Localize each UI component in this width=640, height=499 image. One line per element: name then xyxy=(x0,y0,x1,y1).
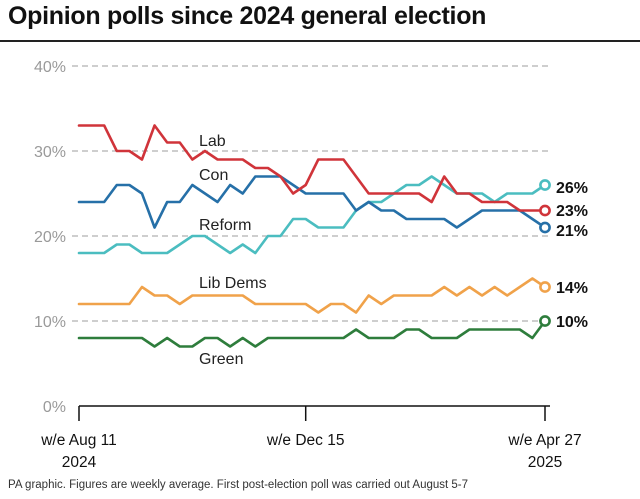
end-value-label-green: 10% xyxy=(556,314,588,331)
end-marker-lab xyxy=(539,204,551,217)
end-value-label-reform: 26% xyxy=(556,180,588,197)
series-lines xyxy=(77,124,547,348)
x-tick-label-year: 2025 xyxy=(528,454,562,471)
end-value-label-lib-dems: 14% xyxy=(556,280,588,297)
end-value-label-lab: 23% xyxy=(556,203,588,220)
title-divider xyxy=(0,40,640,42)
x-tick-label-year: 2024 xyxy=(62,454,97,471)
x-tick-label: w/e Dec 15 xyxy=(266,432,345,449)
x-axis: w/e Aug 11 2024 w/e Dec 15 w/e Apr 27 2025 xyxy=(40,405,582,471)
end-marker-con xyxy=(539,221,551,234)
end-marker-lib-dems xyxy=(539,281,551,293)
y-axis-tick-labels: 0% 10% 20% 30% 40% xyxy=(34,59,66,416)
y-tick-label: 40% xyxy=(34,59,66,76)
y-tick-label: 10% xyxy=(34,314,66,331)
series-name-label-lab: Lab xyxy=(199,133,226,150)
series-name-label-lib-dems: Lib Dems xyxy=(199,275,267,292)
end-marker-reform xyxy=(539,179,551,191)
series-name-label-green: Green xyxy=(199,351,243,368)
series-name-label-reform: Reform xyxy=(199,217,251,234)
y-tick-label: 0% xyxy=(43,399,66,416)
end-value-label-con: 21% xyxy=(556,223,588,240)
end-marker-green xyxy=(539,315,551,327)
x-tick-label: w/e Apr 27 xyxy=(507,432,581,449)
series-line-con xyxy=(77,175,547,229)
series-name-label-con: Con xyxy=(199,167,228,184)
y-tick-label: 30% xyxy=(34,144,66,161)
series-line-lib-dems xyxy=(77,277,547,314)
series-line-lab xyxy=(77,124,547,212)
y-tick-label: 20% xyxy=(34,229,66,246)
series-labels: 23% 21% 26% 14% 10% Lab Con Reform Lib Dems Green xyxy=(199,133,588,368)
series-line-green xyxy=(77,319,547,348)
chart-title: Opinion polls since 2024 general electio… xyxy=(8,2,487,30)
footer-note: PA graphic. Figures are weekly average. … xyxy=(8,479,469,491)
x-tick-label: w/e Aug 11 xyxy=(40,432,117,449)
